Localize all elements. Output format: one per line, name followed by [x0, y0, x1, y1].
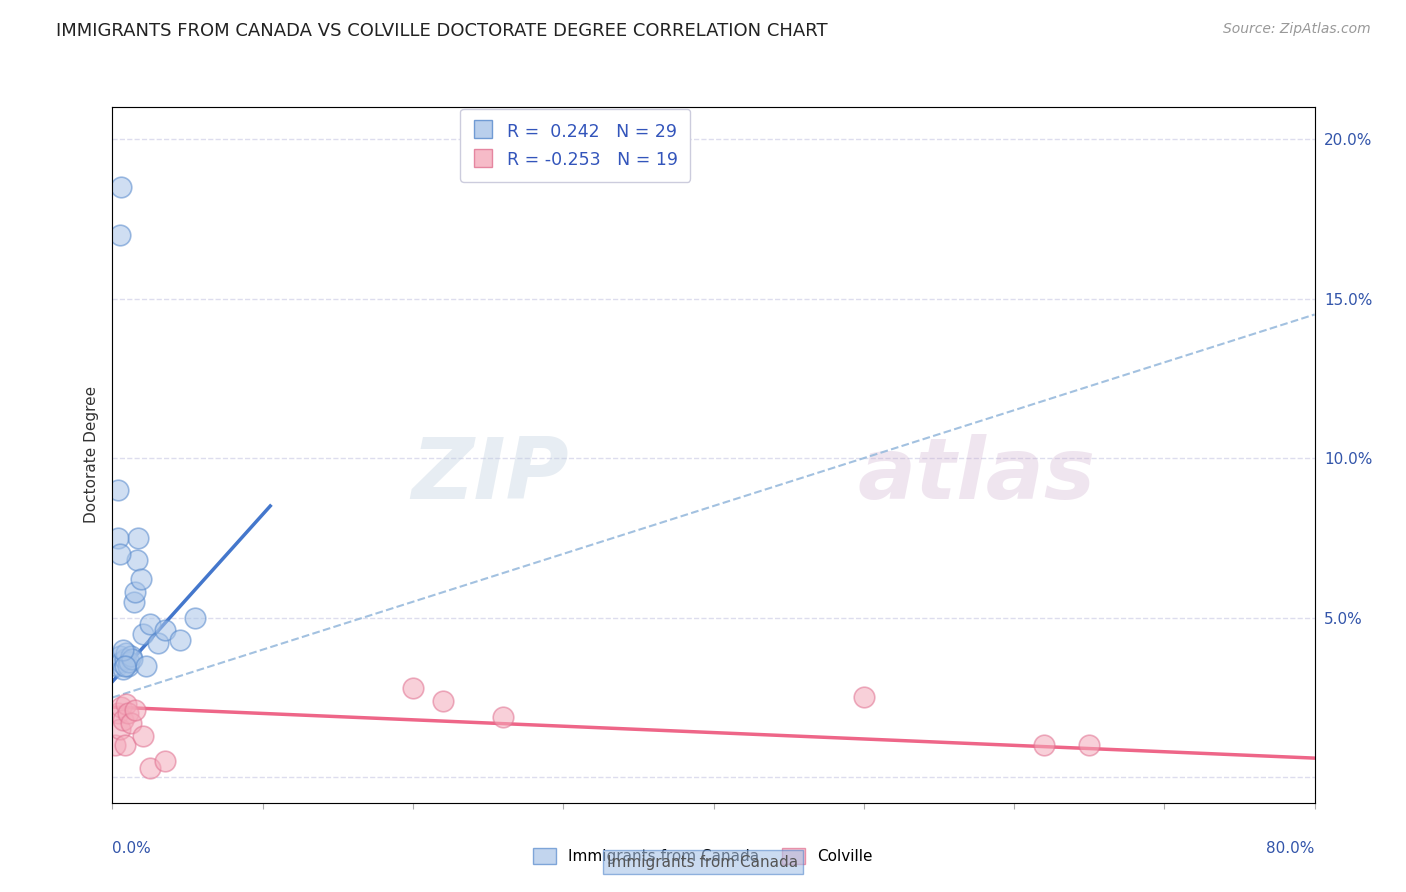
Point [169, 633, 191, 648]
Point [107, 706, 129, 721]
Point [135, 658, 157, 673]
Point [125, 553, 148, 567]
Legend: Immigrants from Canada, Colville: Immigrants from Canada, Colville [527, 842, 879, 871]
Point [108, 723, 131, 737]
Point [104, 739, 127, 753]
Point [115, 697, 138, 711]
Text: Source: ZipAtlas.com: Source: ZipAtlas.com [1223, 22, 1371, 37]
Point [139, 761, 162, 775]
Text: 80.0%: 80.0% [1267, 841, 1315, 856]
Point [107, 531, 129, 545]
Point [124, 703, 146, 717]
Point [111, 713, 134, 727]
Point [107, 483, 129, 497]
Point [121, 652, 143, 666]
Point [492, 709, 515, 723]
Point [110, 656, 132, 670]
Point [120, 648, 142, 663]
Point [108, 648, 131, 663]
Point [131, 729, 153, 743]
Point [115, 646, 138, 660]
Point [153, 624, 176, 638]
Text: IMMIGRANTS FROM CANADA VS COLVILLE DOCTORATE DEGREE CORRELATION CHART: IMMIGRANTS FROM CANADA VS COLVILLE DOCTO… [56, 22, 828, 40]
Point [114, 652, 136, 666]
Legend: R =  0.242   N = 29, R = -0.253   N = 19: R = 0.242 N = 29, R = -0.253 N = 19 [460, 109, 690, 182]
Text: atlas: atlas [858, 434, 1095, 517]
Point [131, 626, 153, 640]
Point [129, 573, 152, 587]
Point [146, 636, 169, 650]
Point [120, 716, 142, 731]
Point [110, 179, 132, 194]
Text: Immigrants from Canada: Immigrants from Canada [607, 855, 799, 870]
Point [1033, 739, 1056, 753]
Point [852, 690, 875, 705]
Point [105, 658, 128, 673]
Point [110, 700, 132, 714]
Point [108, 227, 131, 242]
Point [111, 662, 134, 676]
Point [118, 656, 141, 670]
Point [114, 739, 136, 753]
Point [122, 595, 145, 609]
Point [184, 610, 207, 624]
Point [117, 658, 139, 673]
Point [108, 547, 131, 561]
Point [1078, 739, 1101, 753]
Point [432, 694, 454, 708]
Point [153, 754, 176, 768]
Point [117, 706, 139, 721]
Y-axis label: Doctorate Degree: Doctorate Degree [83, 386, 98, 524]
Text: 0.0%: 0.0% [112, 841, 152, 856]
Point [139, 617, 162, 632]
Point [111, 642, 134, 657]
Point [402, 681, 425, 695]
Point [114, 658, 136, 673]
Point [127, 531, 149, 545]
Point [124, 585, 146, 599]
Text: ZIP: ZIP [412, 434, 569, 517]
